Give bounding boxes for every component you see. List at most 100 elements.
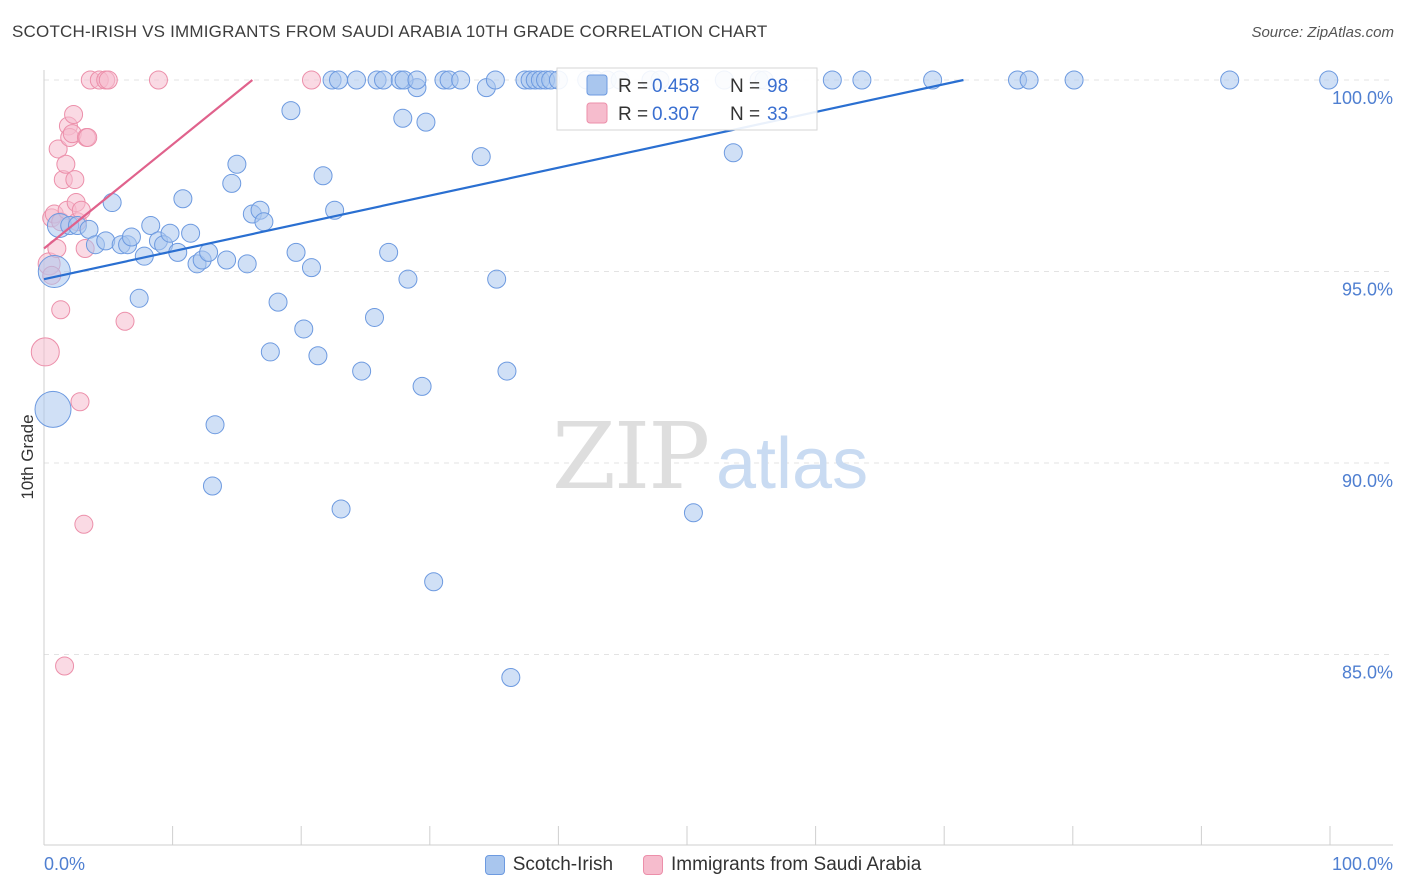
scotch-irish-point xyxy=(205,415,225,435)
scotch-irish-point xyxy=(34,390,72,428)
legend-n-value-blue: 98 xyxy=(767,76,788,97)
scotch-irish-point xyxy=(723,143,743,163)
legend-n-label-blue: N = xyxy=(730,76,760,97)
x-ticks xyxy=(172,826,1331,845)
saudi-arabia-point xyxy=(51,300,71,320)
y-axis-label: 10th Grade xyxy=(18,414,37,499)
chart-title: SCOTCH-IRISH VS IMMIGRANTS FROM SAUDI AR… xyxy=(12,22,768,41)
scotch-irish-point xyxy=(254,212,274,232)
scotch-irish-point xyxy=(379,242,399,262)
scotch-irish-point xyxy=(286,242,306,262)
legend-box: R = 0.458 N = 98 R = 0.307 N = 33 xyxy=(556,67,818,131)
scotch-irish-point xyxy=(852,70,872,90)
scotch-irish-point xyxy=(102,193,122,213)
saudi-arabia-point xyxy=(30,337,60,367)
scotch-irish-point xyxy=(923,70,943,90)
scotch-irish-point xyxy=(424,572,444,592)
x-tick-label-left: 0.0% xyxy=(44,854,85,874)
scotch-irish-point xyxy=(301,258,321,278)
scotch-irish-point xyxy=(260,342,280,362)
y-tick-label: 90.0% xyxy=(1342,471,1393,491)
watermark: ZIP atlas xyxy=(552,403,868,510)
y-tick-label: 85.0% xyxy=(1342,663,1393,683)
trend-lines xyxy=(43,78,964,281)
y-tick-label: 100.0% xyxy=(1332,88,1393,108)
scotch-irish-point xyxy=(1019,70,1039,90)
scotch-irish-point xyxy=(328,70,348,90)
scotch-irish-point xyxy=(37,255,71,288)
saudi-arabia-point xyxy=(115,311,135,331)
scotch-irish-point xyxy=(485,70,505,90)
scotch-irish-point xyxy=(202,476,222,496)
legend-swatch-pink xyxy=(586,102,608,124)
scotch-irish-point xyxy=(471,147,491,167)
blue-series xyxy=(34,70,1339,687)
source-credit: Source: ZipAtlas.com xyxy=(1251,24,1394,41)
pink-series xyxy=(30,70,321,676)
saudi-arabia-point xyxy=(148,70,168,90)
scotch-irish-point xyxy=(497,361,517,381)
legend-swatch-saudi-arabia xyxy=(643,855,664,875)
saudi-arabia-point xyxy=(74,514,94,534)
y-tick-labels: 100.0% 95.0% 90.0% 85.0% xyxy=(1332,88,1393,683)
scotch-irish-point xyxy=(412,376,432,396)
saudi-arabia-point xyxy=(56,154,76,174)
legend-label-saudi-arabia: Immigrants from Saudi Arabia xyxy=(671,854,922,875)
scotch-irish-point xyxy=(398,269,418,289)
scotch-irish-point xyxy=(294,319,314,339)
scotch-irish-point xyxy=(129,288,149,308)
x-tick-label-right: 100.0% xyxy=(1332,854,1393,874)
scotch-irish-point xyxy=(227,154,247,174)
scotch-irish-point xyxy=(268,292,288,312)
saudi-arabia-point xyxy=(65,170,85,190)
axes xyxy=(43,70,1393,846)
saudi-arabia-point xyxy=(55,656,75,676)
bottom-legend: Scotch-Irish Immigrants from Saudi Arabi… xyxy=(0,852,1406,878)
scotch-irish-point xyxy=(217,250,237,270)
saudi-arabia-point xyxy=(301,70,321,90)
scotch-irish-point xyxy=(352,361,372,381)
legend-n-label-pink: N = xyxy=(730,104,760,125)
watermark-atlas: atlas xyxy=(716,424,868,504)
scotch-irish-point xyxy=(683,503,703,523)
scotch-irish-point xyxy=(451,70,471,90)
legend-item-scotch-irish: Scotch-Irish xyxy=(484,854,614,876)
scotch-irish-point xyxy=(181,223,201,243)
scotch-irish-point xyxy=(222,173,242,193)
scotch-irish-point xyxy=(199,242,219,262)
legend-swatch-scotch-irish xyxy=(484,855,505,875)
saudi-arabia-point xyxy=(48,139,68,159)
scotch-irish-point xyxy=(160,223,180,243)
scotch-irish-point xyxy=(365,307,385,327)
scotch-irish-point xyxy=(822,70,842,90)
legend-swatch-blue xyxy=(586,74,608,96)
scotch-irish-point xyxy=(374,70,394,90)
scotch-irish-point xyxy=(416,112,436,132)
saudi-arabia-trend-line xyxy=(43,79,254,250)
legend-r-value-blue: 0.458 xyxy=(652,76,700,97)
saudi-arabia-point xyxy=(64,104,84,124)
scotch-irish-point xyxy=(141,216,161,236)
saudi-arabia-point xyxy=(98,70,118,90)
scotch-irish-trend-line xyxy=(43,78,964,281)
watermark-zip: ZIP xyxy=(552,403,708,510)
scotch-irish-point xyxy=(313,166,333,186)
scotch-irish-point xyxy=(407,70,427,90)
legend-label-scotch-irish: Scotch-Irish xyxy=(512,854,614,875)
saudi-arabia-point xyxy=(70,392,90,412)
legend-r-label-pink: R = xyxy=(618,104,648,125)
scotch-irish-point xyxy=(121,227,141,247)
scotch-irish-point xyxy=(393,108,413,128)
scotch-irish-point xyxy=(331,499,351,519)
scotch-irish-point xyxy=(487,269,507,289)
scotch-irish-point xyxy=(1064,70,1084,90)
saudi-arabia-point xyxy=(78,127,98,147)
legend-n-value-pink: 33 xyxy=(767,104,788,125)
scotch-irish-point xyxy=(173,189,193,209)
scotch-irish-point xyxy=(281,101,301,121)
legend-r-label-blue: R = xyxy=(618,76,648,97)
scotch-irish-point xyxy=(1319,70,1339,90)
scotch-irish-point xyxy=(346,70,366,90)
legend-item-saudi-arabia: Immigrants from Saudi Arabia xyxy=(643,854,921,876)
